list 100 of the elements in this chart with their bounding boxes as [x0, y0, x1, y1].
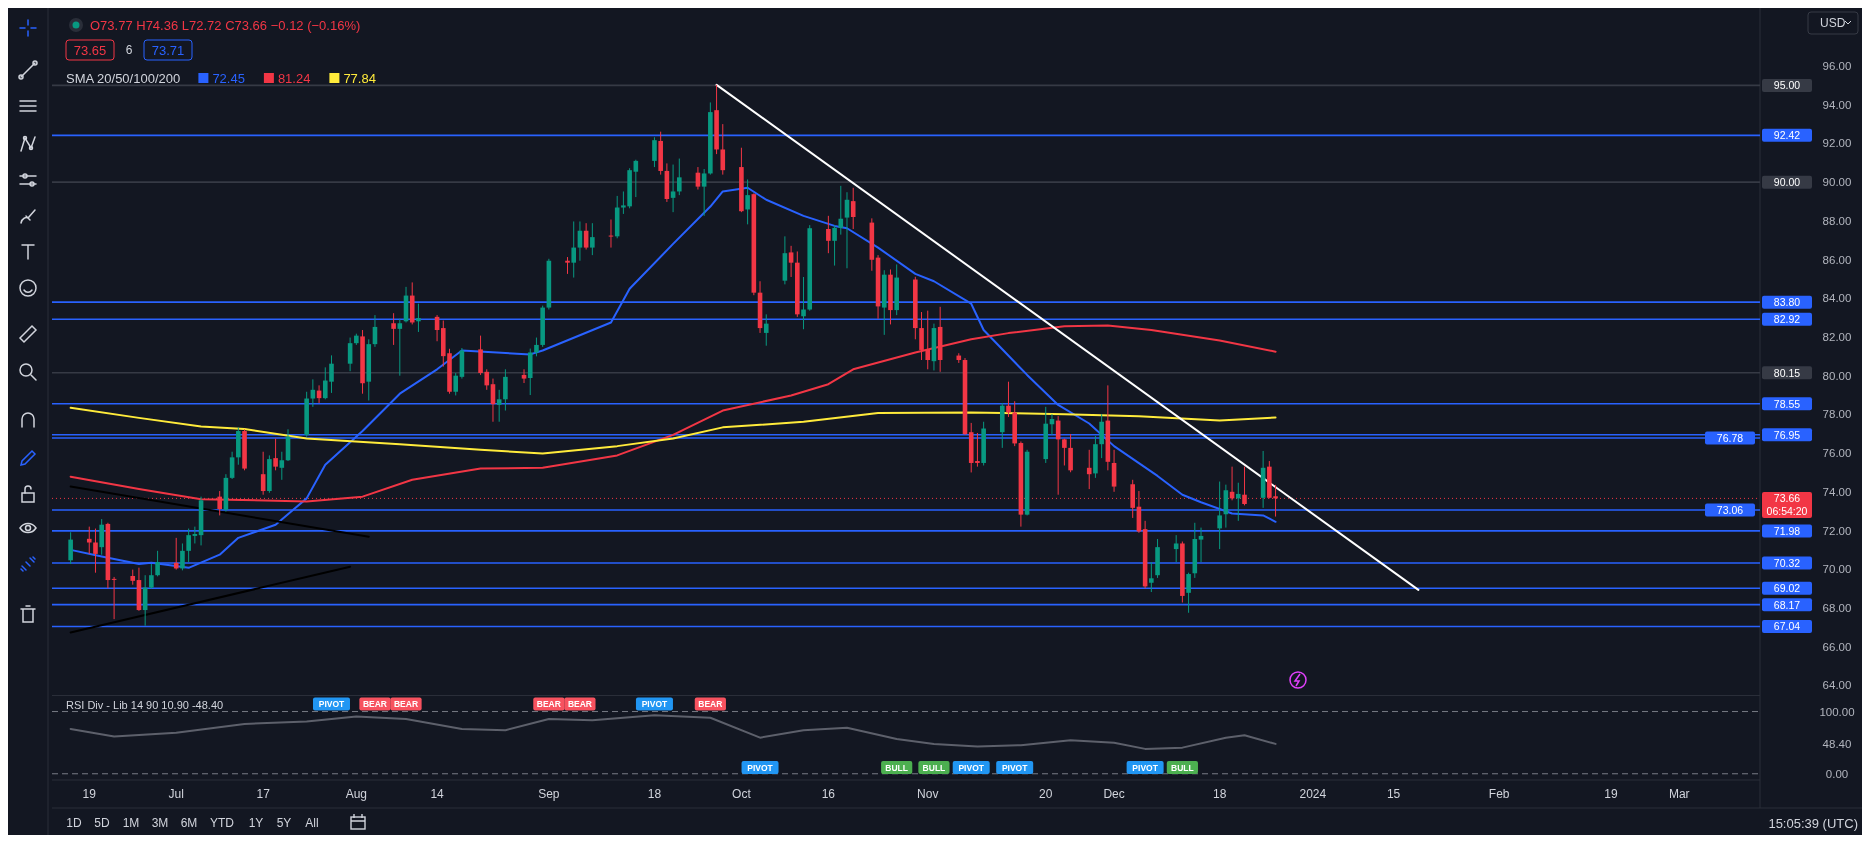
- x-tick-label: 2024: [1299, 787, 1327, 801]
- candlestick: [86, 526, 92, 555]
- y-tick-label: 72.00: [1822, 524, 1852, 537]
- text: 1Y: [248, 816, 264, 830]
- y-tick-label: 92.00: [1822, 137, 1852, 150]
- candlestick: [832, 224, 837, 267]
- y-tick-label: 70.00: [1822, 563, 1852, 576]
- candlestick: [788, 245, 794, 278]
- y-tick-label: 82.00: [1822, 330, 1852, 343]
- text: All: [305, 816, 319, 830]
- ref-line-label: 69.02: [1773, 582, 1801, 595]
- x-tick-label: Feb: [1488, 787, 1510, 801]
- candlestick: [149, 563, 154, 590]
- candlestick: [279, 451, 285, 481]
- y-tick-label: 88.00: [1822, 214, 1852, 227]
- candlestick: [590, 222, 595, 256]
- y-tick-label: 94.00: [1822, 98, 1852, 111]
- candlestick: [1086, 449, 1092, 490]
- chart-title: RSI Div - Lib 14 90 10.90 -48.40: [66, 699, 224, 711]
- candlestick: [155, 550, 160, 577]
- ref-line-label: 95.00: [1773, 79, 1801, 92]
- x-tick-label: 18: [1212, 787, 1227, 801]
- x-tick-label: Jul: [168, 787, 184, 801]
- candlestick: [701, 168, 707, 217]
- y-tick-label: 90.00: [1822, 176, 1852, 189]
- candlestick: [521, 368, 527, 384]
- annotation: 73.71: [151, 42, 185, 58]
- candlestick: [801, 276, 806, 330]
- candlestick: [826, 215, 831, 254]
- ref-line-label: 90.00: [1773, 176, 1801, 189]
- y-tick-label: 96.00: [1822, 60, 1852, 73]
- ref-line-label: 92.42: [1773, 129, 1801, 142]
- y-tick-label: 80.00: [1822, 369, 1852, 382]
- candlestick: [99, 518, 104, 556]
- legend-label: 77.84: [343, 70, 376, 86]
- candlestick: [1149, 561, 1154, 593]
- candlestick: [850, 187, 856, 230]
- ref-line-label: 78.55: [1773, 397, 1801, 410]
- candlestick: [677, 158, 682, 196]
- ref-line-label: 80.15: [1773, 366, 1801, 379]
- annotation: O73.77 H74.36 L72.72 C73.66 −0.12 (−0.16%): [90, 18, 361, 33]
- y-tick-label: 86.00: [1822, 253, 1852, 266]
- x-tick-label: Oct: [732, 787, 752, 801]
- candlestick: [496, 389, 502, 423]
- ref-line-label: 68.17: [1773, 598, 1801, 611]
- candlestick: [745, 178, 750, 225]
- candlestick: [763, 313, 769, 347]
- x-tick-label: 19: [82, 787, 97, 801]
- line-series: [69, 406, 1277, 455]
- y-tick-label: 100.00: [1819, 705, 1855, 718]
- candlestick: [571, 220, 577, 279]
- ref-line-label: 70.32: [1773, 557, 1801, 570]
- candlestick: [397, 318, 403, 377]
- ref-line-label: 73.66: [1773, 492, 1801, 505]
- candlestick: [416, 303, 421, 333]
- candlestick: [503, 368, 508, 412]
- y-tick-label: 48.40: [1822, 737, 1852, 750]
- x-tick-label: Dec: [1103, 787, 1125, 801]
- candlestick: [1173, 534, 1179, 563]
- y-tick-label: 0.00: [1825, 767, 1849, 780]
- x-tick-label: Aug: [345, 787, 368, 801]
- x-tick-label: 14: [430, 787, 445, 801]
- x-tick-label: 18: [647, 787, 662, 801]
- text: YTD: [210, 816, 235, 830]
- candlestick: [1235, 482, 1241, 522]
- text: 06:54:20: [1766, 505, 1808, 518]
- text: 5Y: [276, 816, 292, 830]
- x-tick-label: 19: [1604, 787, 1618, 801]
- ref-line-label: 71.98: [1773, 524, 1801, 537]
- ref-line-label: 76.78: [1716, 432, 1744, 444]
- y-tick-label: 84.00: [1822, 292, 1852, 305]
- annotation: 6: [125, 43, 133, 57]
- text: 3M: [151, 816, 169, 830]
- candlestick: [1198, 527, 1204, 563]
- ref-line-label: 67.04: [1773, 620, 1801, 633]
- legend-label: 72.45: [212, 70, 245, 86]
- ref-line-label: 82.92: [1773, 313, 1801, 326]
- x-tick-label: Sep: [538, 787, 560, 801]
- text: 1M: [122, 816, 140, 830]
- line-series: [69, 714, 1277, 750]
- candlestick: [534, 337, 539, 357]
- candlestick: [1006, 381, 1011, 418]
- candlestick: [68, 531, 73, 565]
- x-tick-label: Nov: [917, 787, 939, 801]
- candlestick: [180, 542, 185, 571]
- candlestick: [1062, 438, 1067, 466]
- text: 1D: [66, 816, 82, 830]
- ref-line-label: 76.95: [1773, 428, 1801, 441]
- legend-label: 81.24: [277, 70, 311, 86]
- text: 15:05:39 (UTC): [1768, 815, 1858, 831]
- ref-line-label: 73.06: [1716, 503, 1744, 516]
- text: USD: [1820, 16, 1846, 30]
- x-tick-label: Mar: [1668, 787, 1690, 801]
- candlestick: [453, 372, 459, 396]
- text: 6M: [180, 816, 198, 830]
- candlestick: [670, 164, 676, 213]
- candlestick: [310, 378, 316, 408]
- text: 5D: [94, 816, 110, 830]
- annotation: 73.65: [73, 42, 107, 58]
- x-tick-label: 16: [821, 787, 836, 801]
